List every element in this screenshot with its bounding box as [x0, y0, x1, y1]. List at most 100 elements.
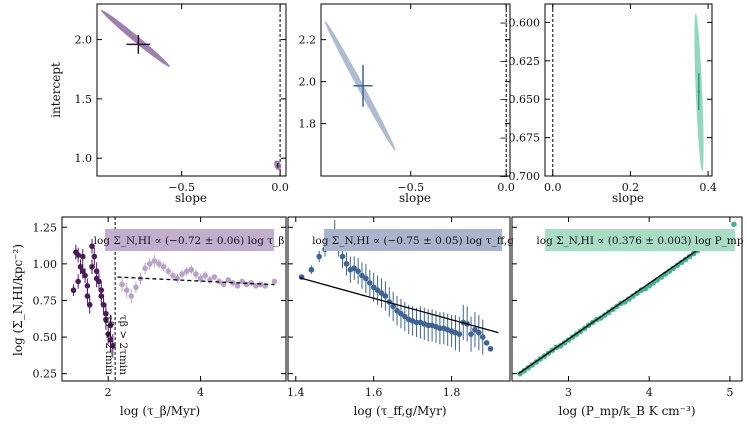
panel-bottom-left: 2 4 0.25 0.50 0.75 1.00 1.25 log Σ_N,HI ∝ (−0.…: [11, 216, 287, 418]
data-point: [456, 331, 463, 337]
data-point: [678, 259, 685, 266]
data-point: [84, 293, 91, 299]
data-point: [370, 284, 377, 291]
data-point: [103, 310, 109, 317]
x-tick-label: 0.0: [497, 181, 515, 194]
fit-line: [299, 277, 499, 334]
panel-bottom-right: 3 4 5 log Σ_N,HI ∝ (0.376 ± 0.003) log P_m…: [511, 216, 744, 418]
x-tick-label: 5: [726, 386, 733, 399]
axes-frame-top-middle: [320, 3, 511, 177]
region-label-left: τβ < 2τmin: [103, 315, 115, 375]
data-point: [634, 290, 640, 296]
data-point: [339, 253, 346, 260]
data-point: [479, 334, 486, 340]
fit-line: [117, 276, 275, 286]
y-tick-label: −0.600: [499, 16, 540, 29]
axes-frame-top-right: [544, 3, 713, 177]
y-tick-label: −0.700: [499, 170, 540, 183]
fit-label-middle: log Σ_N,HI ∝ (−0.75 ± 0.05) log τ_ff,g: [312, 235, 514, 247]
panel-top-middle: −0.5 0.0 1.8 2.0 2.2 slope: [299, 3, 515, 205]
y-tick-label: 1.25: [33, 221, 58, 234]
x-axis-label-bottom-middle: log (τ_ff,g/Myr): [354, 404, 447, 418]
y-axis-label-top-left: intercept: [49, 62, 63, 118]
data-point: [79, 268, 86, 274]
data-point: [483, 340, 490, 346]
data-point: [105, 331, 111, 337]
data-point: [670, 265, 677, 272]
data-point: [107, 322, 114, 329]
y-tick-label: −0.625: [499, 55, 540, 68]
data-point: [183, 268, 190, 274]
data-point: [366, 280, 373, 286]
x-tick-label: 1.6: [365, 386, 383, 399]
axes-frame-bottom-right: [511, 216, 743, 382]
y-tick-label: −0.650: [499, 93, 540, 106]
data-point: [119, 281, 125, 288]
data-point: [91, 253, 98, 260]
data-point: [93, 275, 100, 282]
data-point: [394, 307, 400, 314]
data-point: [179, 271, 185, 277]
data-point: [343, 261, 350, 267]
data-point: [86, 302, 93, 308]
y-tick-label: 1.5: [75, 93, 93, 106]
data-point: [89, 263, 95, 270]
x-axis-label-top-left: slope: [175, 191, 207, 205]
data-point: [110, 343, 116, 349]
data-point: [308, 266, 315, 273]
data-point: [382, 293, 389, 299]
fit-label-box-middle: [324, 229, 502, 251]
data-point: [378, 290, 385, 296]
data-point: [374, 287, 381, 294]
data-point: [202, 272, 208, 279]
x-tick-label: 0.0: [544, 181, 562, 194]
data-point: [468, 331, 474, 337]
data-point: [390, 303, 396, 310]
data-point: [211, 274, 218, 280]
data-point: [220, 281, 227, 288]
data-point: [98, 293, 105, 299]
x-tick-label: 0.4: [699, 181, 717, 194]
fit-label-right: log Σ_N,HI ∝ (0.376 ± 0.003) log P_mp: [536, 235, 743, 247]
data-point: [128, 293, 135, 299]
data-point: [165, 268, 172, 274]
data-point: [234, 283, 241, 289]
data-point: [188, 266, 195, 273]
fit-line: [518, 235, 719, 375]
x-tick-label: 3: [565, 386, 572, 399]
fit-label-box-left: [105, 229, 274, 251]
y-tick-label: 0.25: [33, 368, 58, 381]
data-point: [156, 261, 162, 267]
x-axis-label-top-right: slope: [612, 191, 644, 205]
y-tick-label: 1.8: [299, 118, 317, 131]
data-point: [225, 277, 232, 283]
data-point: [84, 283, 91, 289]
data-point: [271, 278, 278, 285]
data-point: [160, 263, 167, 270]
data-point: [142, 265, 148, 272]
fit-label-left: log Σ_N,HI ∝ (−0.72 ± 0.06) log τ_β: [94, 235, 285, 247]
panel-bottom-middle: 1.4 1.6 1.8 log Σ_N,HI ∝ (−0.75 ± 0.05) lo…: [287, 216, 514, 418]
y-tick-label: 1.00: [33, 258, 58, 271]
data-point: [151, 258, 158, 264]
data-point: [75, 278, 81, 285]
data-point: [77, 263, 84, 270]
data-point: [70, 287, 77, 294]
data-point: [413, 319, 420, 326]
data-point: [425, 322, 432, 329]
panel-top-right: 0.0 0.2 0.4−0.600−0.625−0.650−0.675−0.700 …: [499, 3, 717, 205]
x-tick-label: −0.5: [397, 181, 424, 194]
data-point: [123, 287, 130, 294]
x-tick-label: 4: [197, 386, 204, 399]
region-label-right: τβ > 2τmin: [117, 315, 129, 375]
data-point: [472, 326, 478, 333]
panel-top-left: −0.5 0.0 1.0 1.5 2.0 slope intercept: [49, 3, 289, 205]
y-tick-label: 1.0: [75, 152, 93, 165]
data-point: [133, 284, 139, 291]
data-point: [100, 302, 107, 308]
data-point: [170, 272, 176, 279]
data-point: [674, 262, 681, 269]
data-point: [402, 313, 408, 320]
axes-frame-bottom-middle: [287, 216, 511, 382]
